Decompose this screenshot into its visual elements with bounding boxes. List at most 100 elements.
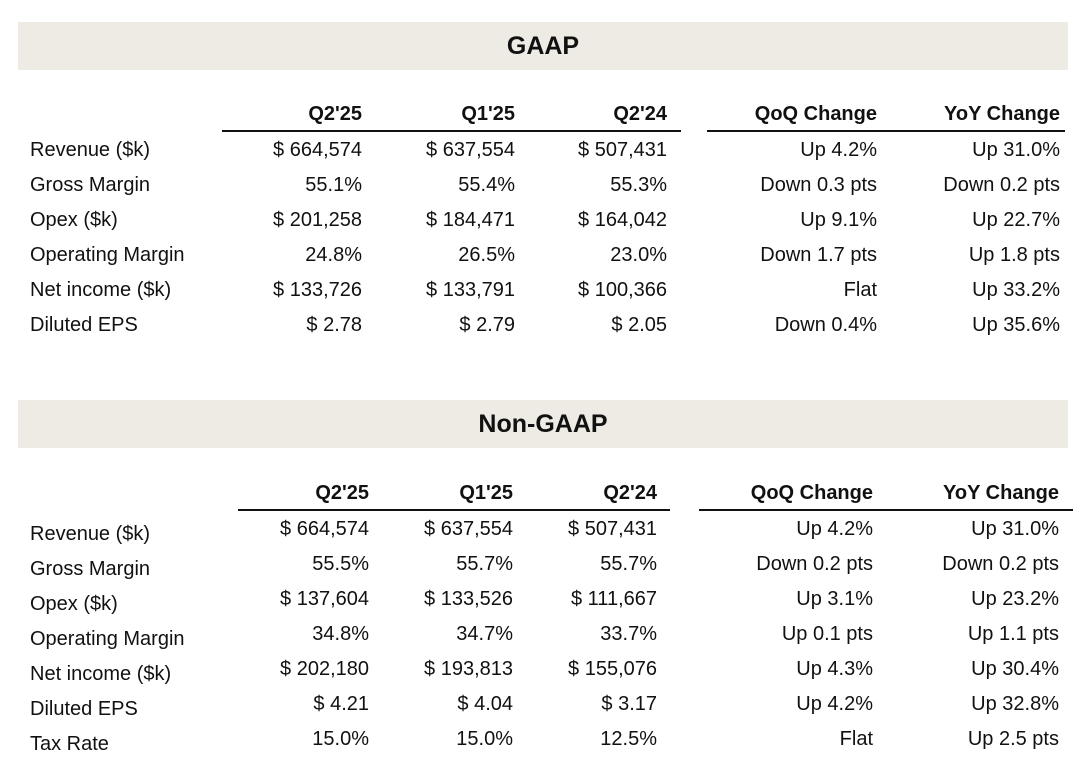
value-qoq: Up 0.1 pts: [781, 623, 873, 645]
value-q2-25: 55.1%: [305, 174, 362, 196]
value-yoy: Up 1.8 pts: [968, 244, 1060, 266]
value-q1-25: $ 637,554: [426, 139, 515, 161]
value-qoq: Down 0.3 pts: [760, 174, 877, 196]
row-label: Gross Margin: [30, 174, 151, 196]
value-yoy: Up 22.7%: [972, 209, 1060, 231]
value-qoq: Flat: [839, 728, 873, 750]
value-yoy: Up 35.6%: [972, 314, 1060, 336]
value-yoy: Up 30.4%: [971, 658, 1059, 680]
value-q2-24: $ 155,076: [568, 658, 657, 680]
value-q2-25: $ 664,574: [273, 139, 362, 161]
value-q1-25: $ 133,791: [426, 279, 515, 301]
row-label: Revenue ($k): [30, 523, 151, 545]
value-q2-25: $ 202,180: [280, 658, 369, 680]
row-label: Net income ($k): [30, 663, 172, 685]
table-row: Opex ($k) $ 201,258 $ 184,471 $ 164,042 …: [0, 206, 1080, 241]
value-q1-25: 26.5%: [458, 244, 515, 266]
value-q2-25: 55.5%: [312, 553, 369, 575]
table-row: Opex ($k) $ 137,604 $ 133,526 $ 111,667 …: [0, 585, 1080, 620]
value-yoy: Up 32.8%: [971, 693, 1059, 715]
row-label: Diluted EPS: [30, 698, 138, 720]
col-header-q2-24: Q2'24: [613, 103, 667, 125]
value-q2-24: 55.3%: [610, 174, 667, 196]
value-q1-25: 55.4%: [458, 174, 515, 196]
value-q1-25: 55.7%: [456, 553, 513, 575]
value-q1-25: $ 184,471: [426, 209, 515, 231]
table-row: Net income ($k) $ 133,726 $ 133,791 $ 10…: [0, 276, 1080, 311]
value-q1-25: $ 2.79: [459, 314, 515, 336]
value-yoy: Down 0.2 pts: [942, 553, 1059, 575]
value-q1-25: 34.7%: [456, 623, 513, 645]
table-row: Tax Rate 15.0% 15.0% 12.5% Flat Up 2.5 p…: [0, 725, 1080, 760]
value-q1-25: $ 193,813: [424, 658, 513, 680]
value-q2-25: $ 137,604: [280, 588, 369, 610]
value-q2-24: $ 507,431: [568, 518, 657, 540]
table-row: Operating Margin 34.8% 34.7% 33.7% Up 0.…: [0, 620, 1080, 655]
value-q2-24: $ 3.17: [601, 693, 657, 715]
header-underline-periods: [238, 509, 670, 511]
col-header-q2-25: Q2'25: [308, 103, 362, 125]
col-header-q2-25: Q2'25: [315, 482, 369, 504]
value-qoq: Flat: [843, 279, 877, 301]
table-row: Diluted EPS $ 4.21 $ 4.04 $ 3.17 Up 4.2%…: [0, 690, 1080, 725]
value-q2-24: 12.5%: [600, 728, 657, 750]
header-underline-changes: [699, 509, 1073, 511]
value-q2-24: $ 164,042: [578, 209, 667, 231]
row-label: Operating Margin: [30, 628, 185, 650]
value-q2-24: $ 111,667: [570, 588, 657, 610]
value-q2-25: $ 664,574: [280, 518, 369, 540]
value-q2-24: $ 100,366: [578, 279, 667, 301]
table-row: Gross Margin 55.1% 55.4% 55.3% Down 0.3 …: [0, 171, 1080, 206]
value-q2-25: 15.0%: [312, 728, 369, 750]
value-q2-24: 23.0%: [610, 244, 667, 266]
nongaap-title: Non-GAAP: [478, 409, 608, 438]
value-q1-25: $ 133,526: [424, 588, 513, 610]
header-underline-changes: [707, 130, 1065, 132]
nongaap-section-header: Non-GAAP: [18, 400, 1068, 448]
value-q2-24: 33.7%: [600, 623, 657, 645]
row-label: Opex ($k): [30, 209, 118, 231]
value-yoy: Up 2.5 pts: [967, 728, 1059, 750]
value-q1-25: $ 4.04: [457, 693, 513, 715]
col-header-yoy: YoY Change: [943, 482, 1059, 504]
value-q1-25: 15.0%: [456, 728, 513, 750]
gaap-header-row: Q2'25 Q1'25 Q2'24 QoQ Change YoY Change: [0, 100, 1080, 135]
table-row: Net income ($k) $ 202,180 $ 193,813 $ 15…: [0, 655, 1080, 690]
value-qoq: Up 9.1%: [800, 209, 877, 231]
value-qoq: Up 3.1%: [796, 588, 873, 610]
table-row: Operating Margin 24.8% 26.5% 23.0% Down …: [0, 241, 1080, 276]
value-qoq: Down 1.7 pts: [760, 244, 877, 266]
value-q2-25: $ 133,726: [273, 279, 362, 301]
value-q2-25: 24.8%: [305, 244, 362, 266]
value-qoq: Down 0.4%: [774, 314, 877, 336]
table-row: Gross Margin 55.5% 55.7% 55.7% Down 0.2 …: [0, 550, 1080, 585]
value-yoy: Up 31.0%: [972, 139, 1060, 161]
row-label: Opex ($k): [30, 593, 118, 615]
value-q2-24: 55.7%: [600, 553, 657, 575]
value-qoq: Up 4.2%: [796, 518, 873, 540]
row-label: Revenue ($k): [30, 139, 151, 161]
value-qoq: Down 0.2 pts: [756, 553, 873, 575]
value-yoy: Up 1.1 pts: [967, 623, 1059, 645]
value-yoy: Up 33.2%: [972, 279, 1060, 301]
value-yoy: Down 0.2 pts: [943, 174, 1060, 196]
col-header-qoq: QoQ Change: [754, 103, 877, 125]
gaap-title: GAAP: [506, 31, 580, 60]
row-label: Operating Margin: [30, 244, 185, 266]
value-q2-25: $ 4.21: [313, 693, 369, 715]
value-qoq: Up 4.2%: [796, 693, 873, 715]
gaap-section-header: GAAP: [18, 22, 1068, 70]
value-yoy: Up 31.0%: [971, 518, 1059, 540]
value-q2-25: $ 201,258: [273, 209, 362, 231]
value-q2-25: 34.8%: [312, 623, 369, 645]
col-header-yoy: YoY Change: [944, 103, 1060, 125]
row-label: Gross Margin: [30, 558, 151, 580]
col-header-q1-25: Q1'25: [459, 482, 513, 504]
col-header-q2-24: Q2'24: [603, 482, 657, 504]
row-label: Net income ($k): [30, 279, 172, 301]
nongaap-header-row: Q2'25 Q1'25 Q2'24 QoQ Change YoY Change: [0, 479, 1080, 514]
header-underline-periods: [222, 130, 681, 132]
table-row: Diluted EPS $ 2.78 $ 2.79 $ 2.05 Down 0.…: [0, 311, 1080, 346]
col-header-qoq: QoQ Change: [750, 482, 873, 504]
table-row: Revenue ($k) $ 664,574 $ 637,554 $ 507,4…: [0, 136, 1080, 171]
